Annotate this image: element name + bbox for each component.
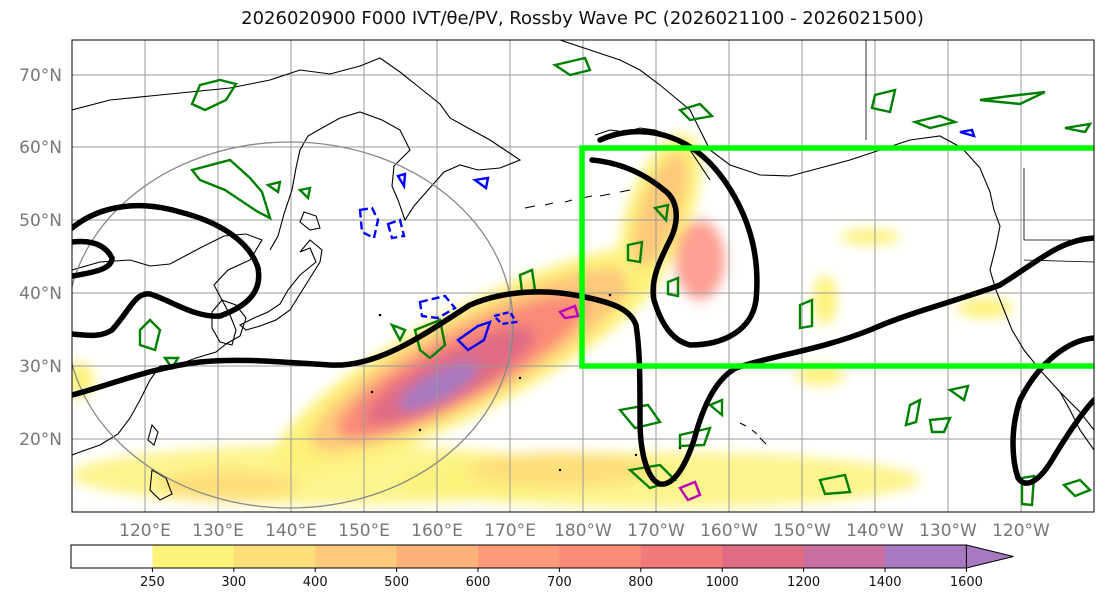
colorbar-segment	[559, 545, 642, 568]
colorbar-segment	[803, 545, 886, 568]
lon-label: 120°W	[992, 521, 1050, 541]
lon-label: 150°E	[338, 521, 390, 541]
rossby-wave-contours	[72, 128, 1094, 487]
colorbar-segment	[478, 545, 560, 568]
colorbar-segment	[152, 545, 235, 568]
lon-label: 180°W	[554, 521, 612, 541]
map-content	[72, 40, 1094, 512]
lon-labels: 120°E 130°E 140°E 150°E 160°E 170°E 180°…	[119, 521, 1050, 541]
colorbar-tick-label: 250	[140, 575, 165, 590]
rossby-wave-box	[579, 145, 1094, 369]
colorbar-tick-label: 1600	[950, 575, 983, 590]
lon-label: 160°W	[700, 521, 758, 541]
lon-label: 150°W	[773, 521, 831, 541]
colorbar-segment	[640, 545, 723, 568]
title-wrap: 2026020900 F000 IVT/θe/PV, Rossby Wave P…	[0, 0, 1105, 36]
lon-label: 130°W	[919, 521, 977, 541]
radius-circle	[72, 141, 514, 509]
lon-label: 130°E	[192, 521, 244, 541]
lat-label: 30°N	[19, 357, 62, 377]
colorbar-tick-label: 400	[303, 575, 328, 590]
colorbar-tick-label: 500	[384, 575, 409, 590]
lat-label: 70°N	[19, 66, 62, 86]
lon-label: 140°W	[846, 521, 904, 541]
theta-e-contours	[138, 56, 1093, 507]
lon-label: 170°E	[484, 521, 536, 541]
lat-label: 60°N	[19, 138, 62, 158]
island-dots	[370, 293, 682, 472]
lat-label: 20°N	[19, 430, 62, 450]
map-frame	[71, 39, 1095, 513]
colorbar-segment	[396, 545, 479, 568]
map-title: 2026020900 F000 IVT/θe/PV, Rossby Wave P…	[241, 8, 924, 29]
lat-label: 40°N	[19, 284, 62, 304]
colorbar-segment	[885, 545, 967, 568]
pv-contours	[358, 128, 976, 352]
colorbar-tick-label: 300	[221, 575, 246, 590]
colorbar-segment	[315, 545, 398, 568]
colorbar-segment	[233, 545, 316, 568]
colorbar-segment	[722, 545, 805, 568]
lat-label: 50°N	[19, 211, 62, 231]
colorbar-tick-label: 700	[547, 575, 572, 590]
colorbar: 250 300 400 500 600 700 800 1000 1200 1400 1600	[70, 544, 1014, 590]
colorbar-segment	[71, 545, 153, 568]
colorbar-tick-label: 1000	[706, 575, 739, 590]
colorbar-tick-label: 1200	[787, 575, 820, 590]
colorbar-outline	[70, 544, 967, 569]
pv-contours-magenta	[558, 304, 702, 502]
lat-labels: 70°N 60°N 50°N 40°N 30°N 20°N	[19, 66, 62, 450]
colorbar-tick-label: 800	[628, 575, 653, 590]
lon-label: 120°E	[119, 521, 171, 541]
colorbar-extend-arrow	[965, 544, 1014, 569]
colorbar-tick-label: 1400	[868, 575, 901, 590]
lon-label: 160°E	[411, 521, 463, 541]
colorbar-tick-label: 600	[466, 575, 491, 590]
lon-label: 170°W	[627, 521, 685, 541]
lon-label: 140°E	[265, 521, 317, 541]
